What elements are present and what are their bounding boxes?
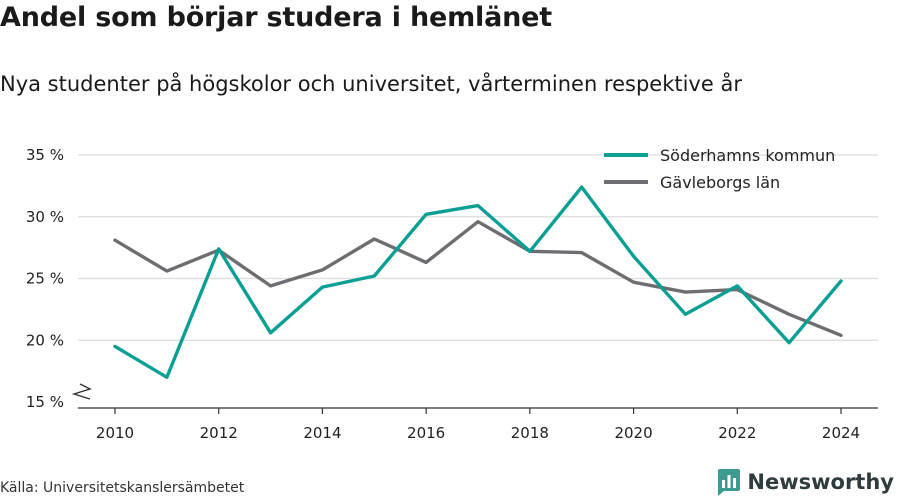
newsworthy-logo-icon (718, 469, 741, 496)
axis-break-icon (71, 383, 92, 400)
x-tick-label: 2016 (407, 424, 445, 442)
x-tick-label: 2014 (303, 424, 341, 442)
x-tick-label: 2022 (718, 424, 756, 442)
chart-title: Andel som börjar studera i hemlänet (0, 2, 552, 33)
y-tick-label: 20 % (26, 331, 64, 349)
source-note: Källa: Universitetskanslersämbetet (0, 480, 245, 496)
series-line (113, 220, 843, 337)
y-tick-label: 30 % (26, 208, 64, 226)
y-tick-label: 25 % (26, 270, 64, 288)
x-tick-label: 2024 (822, 424, 860, 442)
y-tick-label: 15 % (26, 393, 64, 411)
x-axis: 2010 2012 2014 2016 2018 2020 2022 2024 (78, 407, 878, 442)
grid-lines (78, 154, 878, 341)
legend-label: Söderhamns kommun (660, 146, 835, 165)
series-line (113, 185, 843, 379)
brand: Newsworthy (717, 468, 894, 496)
x-tick-label: 2010 (96, 424, 134, 442)
series-lines (113, 185, 843, 379)
chart-subtitle: Nya studenter på högskolor och universit… (0, 72, 742, 96)
x-tick-label: 2012 (200, 424, 238, 442)
x-tick-label: 2018 (511, 424, 549, 442)
x-tick-label: 2020 (614, 424, 652, 442)
legend: Söderhamns kommun Gävleborgs län (604, 146, 835, 192)
brand-name: Newsworthy (747, 470, 894, 494)
legend-label: Gävleborgs län (660, 173, 780, 192)
y-axis: 15 % 20 % 25 % 30 % 35 % (26, 146, 64, 411)
y-tick-label: 35 % (26, 146, 64, 164)
